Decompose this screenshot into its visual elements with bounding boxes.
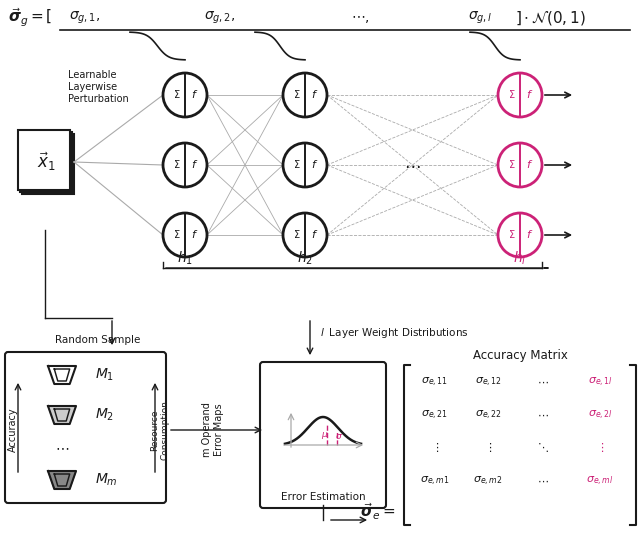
Text: $\cdots$: $\cdots$ <box>404 156 421 174</box>
Text: $\vec{\boldsymbol{\sigma}}_g = \left[\right.$: $\vec{\boldsymbol{\sigma}}_g = \left[\ri… <box>8 7 52 29</box>
Text: $f$: $f$ <box>525 158 533 170</box>
Circle shape <box>498 73 542 117</box>
Circle shape <box>163 73 207 117</box>
Text: m Operand
Error Maps: m Operand Error Maps <box>202 402 224 457</box>
Text: $h_l$: $h_l$ <box>513 249 527 267</box>
Circle shape <box>283 213 327 257</box>
Text: Learnable: Learnable <box>68 70 116 80</box>
Text: $\sigma_{e,11}$: $\sigma_{e,11}$ <box>422 376 449 388</box>
Text: $\Sigma$: $\Sigma$ <box>173 88 180 100</box>
Text: $f$: $f$ <box>310 88 318 100</box>
Text: $l\;$ Layer Weight Distributions: $l\;$ Layer Weight Distributions <box>320 326 468 340</box>
Text: $\sigma$: $\sigma$ <box>335 432 343 441</box>
Text: $\Sigma$: $\Sigma$ <box>293 158 300 170</box>
Text: $M_m$: $M_m$ <box>95 472 118 488</box>
Text: $\Sigma$: $\Sigma$ <box>173 228 180 240</box>
Text: $M_1$: $M_1$ <box>95 367 114 383</box>
Text: $f$: $f$ <box>191 158 198 170</box>
Text: Random Sample: Random Sample <box>55 335 140 345</box>
Circle shape <box>498 213 542 257</box>
Text: $f$: $f$ <box>310 158 318 170</box>
Text: $\cdots$: $\cdots$ <box>537 377 549 387</box>
Text: $\sigma_{e,ml}$: $\sigma_{e,ml}$ <box>586 475 614 487</box>
Polygon shape <box>54 474 70 486</box>
Text: $f$: $f$ <box>525 88 533 100</box>
Text: $\mu$: $\mu$ <box>321 430 329 441</box>
FancyBboxPatch shape <box>260 362 386 508</box>
Text: $\vdots$: $\vdots$ <box>596 441 604 455</box>
Polygon shape <box>54 369 70 381</box>
Circle shape <box>498 143 542 187</box>
FancyBboxPatch shape <box>22 134 74 194</box>
Text: $\sigma_{g,1},$: $\sigma_{g,1},$ <box>69 10 100 26</box>
Text: $\Sigma$: $\Sigma$ <box>508 88 515 100</box>
Text: $\Sigma$: $\Sigma$ <box>173 158 180 170</box>
FancyBboxPatch shape <box>18 130 70 190</box>
Text: $\Sigma$: $\Sigma$ <box>293 88 300 100</box>
Text: Layerwise: Layerwise <box>68 82 117 92</box>
Text: $\cdots$: $\cdots$ <box>537 410 549 420</box>
Text: $\cdots$: $\cdots$ <box>537 476 549 486</box>
Text: $h_1$: $h_1$ <box>177 249 193 267</box>
Text: Perturbation: Perturbation <box>68 94 129 104</box>
Text: $\sigma_{e,m2}$: $\sigma_{e,m2}$ <box>473 475 503 487</box>
Text: $\sigma_{e,21}$: $\sigma_{e,21}$ <box>422 408 449 422</box>
Polygon shape <box>48 366 76 384</box>
Text: Error Estimation: Error Estimation <box>281 492 365 502</box>
Text: $\Sigma$: $\Sigma$ <box>508 158 515 170</box>
Text: $\cdots$: $\cdots$ <box>55 440 69 454</box>
Polygon shape <box>48 471 76 489</box>
Text: $\vec{\boldsymbol{\sigma}}_e =$: $\vec{\boldsymbol{\sigma}}_e =$ <box>360 502 395 522</box>
Text: $\sigma_{e,22}$: $\sigma_{e,22}$ <box>474 408 502 422</box>
FancyBboxPatch shape <box>5 352 166 503</box>
Text: $h_2$: $h_2$ <box>297 249 313 267</box>
Text: $\vdots$: $\vdots$ <box>431 441 439 455</box>
Polygon shape <box>54 409 70 421</box>
Text: $\sigma_{e,1l}$: $\sigma_{e,1l}$ <box>588 376 612 388</box>
Text: $\Sigma$: $\Sigma$ <box>293 228 300 240</box>
Text: Accuracy: Accuracy <box>8 408 18 452</box>
Text: $f$: $f$ <box>525 228 533 240</box>
Text: $\left.\right] \cdot \mathcal{N}(0,1)$: $\left.\right] \cdot \mathcal{N}(0,1)$ <box>515 9 586 27</box>
Circle shape <box>163 143 207 187</box>
Text: $\sigma_{e,m1}$: $\sigma_{e,m1}$ <box>420 475 450 487</box>
Text: $f$: $f$ <box>191 228 198 240</box>
Text: $\sigma_{g,2},$: $\sigma_{g,2},$ <box>204 10 236 26</box>
FancyBboxPatch shape <box>20 132 72 192</box>
Text: $\ddots$: $\ddots$ <box>537 441 549 455</box>
Text: Accuracy Matrix: Accuracy Matrix <box>472 348 568 362</box>
Text: $\vdots$: $\vdots$ <box>484 441 492 455</box>
Text: $\sigma_{e,2l}$: $\sigma_{e,2l}$ <box>588 408 612 422</box>
Circle shape <box>163 213 207 257</box>
Text: $f$: $f$ <box>310 228 318 240</box>
Text: $\sigma_{g,l}$: $\sigma_{g,l}$ <box>468 10 492 26</box>
Text: $\sigma_{e,12}$: $\sigma_{e,12}$ <box>474 376 502 388</box>
Text: Resource
Consumption: Resource Consumption <box>150 400 170 460</box>
Circle shape <box>283 143 327 187</box>
Text: $\cdots,$: $\cdots,$ <box>351 11 369 25</box>
Text: $\Sigma$: $\Sigma$ <box>508 228 515 240</box>
Polygon shape <box>48 406 76 424</box>
Circle shape <box>283 73 327 117</box>
Text: $f$: $f$ <box>191 88 198 100</box>
Text: $\vec{x}_1$: $\vec{x}_1$ <box>36 151 56 173</box>
Text: $M_2$: $M_2$ <box>95 407 114 423</box>
